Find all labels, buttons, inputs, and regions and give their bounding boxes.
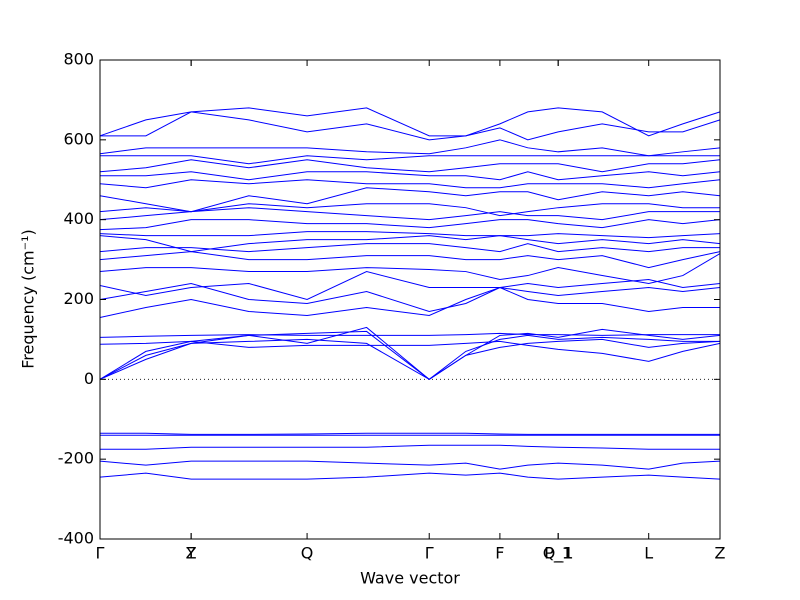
band-line — [99, 235, 721, 253]
band-line — [99, 472, 721, 480]
x-tick-label: Γ — [425, 544, 434, 563]
band-line — [99, 251, 721, 269]
y-axis-label: Frequency (cm⁻¹) — [19, 229, 38, 368]
band-line — [99, 460, 721, 470]
band-line — [99, 107, 721, 137]
y-tick-label: 200 — [63, 289, 94, 308]
band-line — [99, 159, 721, 173]
y-tick-label: 800 — [63, 50, 94, 69]
band-line — [99, 203, 720, 217]
band-line — [100, 432, 720, 435]
x-tick-label: L — [644, 544, 653, 563]
band-line — [99, 326, 721, 380]
band-line — [99, 330, 720, 380]
x-tick-label: Z — [715, 544, 726, 563]
band-line — [99, 231, 721, 239]
band-line — [99, 139, 721, 157]
y-tick-label: 0 — [84, 369, 94, 388]
band-line — [99, 286, 720, 318]
x-tick-label: Q — [301, 544, 314, 563]
x-tick-label: Z — [186, 544, 197, 563]
x-tick-label: Γ — [96, 544, 105, 563]
band-line — [99, 187, 721, 213]
y-tick-label: 400 — [63, 209, 94, 228]
y-tick-label: -200 — [58, 449, 94, 468]
y-tick-label: 600 — [63, 129, 94, 148]
y-tick-label: -400 — [58, 529, 94, 548]
band-line — [100, 444, 720, 450]
band-line — [100, 155, 720, 165]
x-tick-label: Q_1 — [543, 544, 574, 564]
band-line — [99, 332, 720, 338]
band-line — [99, 283, 721, 312]
x-tick-label: P_1 — [544, 544, 572, 564]
band-line — [99, 219, 721, 231]
band-line — [99, 207, 720, 221]
band-line — [99, 253, 721, 285]
x-tick-label: Y — [185, 544, 196, 563]
x-axis-label: Wave vector — [360, 569, 460, 588]
x-tick-label: F — [495, 544, 504, 563]
band-line — [99, 179, 721, 189]
band-line — [100, 171, 721, 181]
band-line — [99, 340, 721, 362]
